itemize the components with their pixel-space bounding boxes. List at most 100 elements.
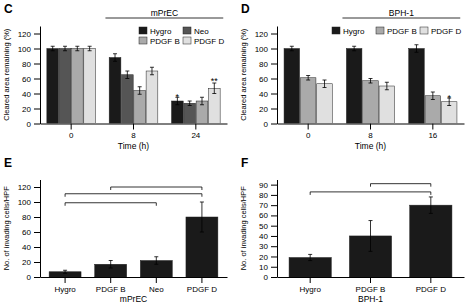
y-tick: 20 [259,105,277,114]
y-tick-mark [271,205,277,206]
y-tick-label: 100 [18,198,32,207]
y-tick-mark [271,94,277,95]
panel-label: E [4,156,12,170]
y-tick-label: 0 [264,120,269,129]
bar [59,49,71,124]
y-tick-mark [271,49,277,50]
legend-label: Hygro [150,27,172,36]
y-tick-label: 50 [259,222,268,231]
y-tick-label: 20 [22,105,31,114]
y-tick-label: 80 [22,213,31,222]
y-axis-title: Cleared area remaining (%) [239,28,248,121]
significance-mark: * [447,93,451,103]
legend-label: PDGF D [194,37,224,46]
x-tick-mark [310,277,311,283]
y-tick-label: 30 [259,242,268,251]
marks [289,184,452,277]
legend-item: Neo [183,27,209,36]
error-bar [88,46,92,51]
y-tick-label: 0 [27,120,32,129]
legend-item: PDGF D [420,27,461,36]
x-tick: PDGF D [416,277,446,294]
error-bar [352,46,356,51]
legend-swatch [183,27,191,34]
significance-bracket [65,203,156,206]
x-tick-label: Hygro [300,285,322,294]
bar [300,78,316,124]
legend-label: PDGF B [150,37,180,46]
x-tick-mark [370,277,371,283]
y-tick: 120 [255,30,277,39]
y-tick-label: 120 [255,30,269,39]
title: mPrEC [151,8,178,18]
y-tick: 70 [259,201,277,210]
x-tick-mark [308,124,309,130]
legend-swatch [139,27,147,34]
x-tick-label: 16 [428,131,437,140]
x-tick-mark [432,124,433,130]
x-axis: HygroPDGF BNeoPDGF D [41,277,228,294]
legend-swatch [332,27,340,34]
y-tick: 0 [264,120,277,129]
title: BPH-1 [389,8,414,18]
bar [134,91,146,124]
y-tick-mark [34,79,40,80]
y-tick-mark [34,277,40,278]
y-tick-mark [271,215,277,216]
legend-label: PDGF B [387,27,417,36]
y-tick-mark [271,195,277,196]
y-tick-label: 40 [22,243,31,252]
plot: 0204060801001200816Time (h)Cleared area … [239,8,465,151]
error-bar [200,97,204,105]
error-bar [429,197,433,213]
error-bar [154,257,158,265]
y-tick-mark [271,185,277,186]
y-tick-mark [34,109,40,110]
error-bar [369,221,373,252]
y-axis: 020406080100120 [255,27,278,129]
y-tick-label: 10 [259,263,268,272]
bar [284,49,300,124]
y-axis: 020406080100120 [18,27,41,129]
panel: 0102030405060708090HygroPDGF BPDGF DBPH-… [239,156,465,305]
y-tick: 60 [22,75,40,84]
x-tick-label: 0 [306,131,311,140]
y-tick: 60 [259,211,277,220]
error-bar [414,45,418,53]
y-tick-label: 120 [18,183,32,192]
legend-item: Hygro [332,27,365,36]
significance-bracket [310,192,431,195]
y-axis: 0102030405060708090 [259,180,277,282]
x-tick-mark [65,277,66,283]
legend-swatch [376,27,384,34]
x-tick-label: Neo [149,285,164,294]
error-bar [188,101,192,106]
y-tick-label: 40 [22,90,31,99]
y-tick: 60 [259,75,277,84]
x-tick-label: PDGF B [96,285,126,294]
y-tick-mark [271,277,277,278]
error-bar [75,46,79,51]
y-tick: 40 [22,90,40,99]
bar [184,103,196,123]
panel-label: C [4,2,13,16]
y-tick-mark [34,64,40,65]
x-axis: 0824 [41,124,228,141]
bar [317,84,333,124]
y-axis-line [277,180,278,278]
x-axis-title: Time (h) [355,141,386,151]
error-bar [51,46,55,51]
figure: 0204060801001200824Time (h)Cleared area … [0,0,474,307]
y-axis-line [40,180,41,278]
error-bar [150,67,154,75]
y-tick-mark [34,124,40,125]
y-tick: 0 [27,120,40,129]
error-bar [63,46,67,51]
y-tick: 20 [22,258,40,267]
y-tick: 90 [259,181,277,190]
x-tick-mark [370,124,371,130]
x-tick-mark [71,124,72,130]
x-tick: PDGF B [96,277,126,294]
y-tick-label: 80 [259,191,268,200]
y-tick: 100 [18,198,40,207]
